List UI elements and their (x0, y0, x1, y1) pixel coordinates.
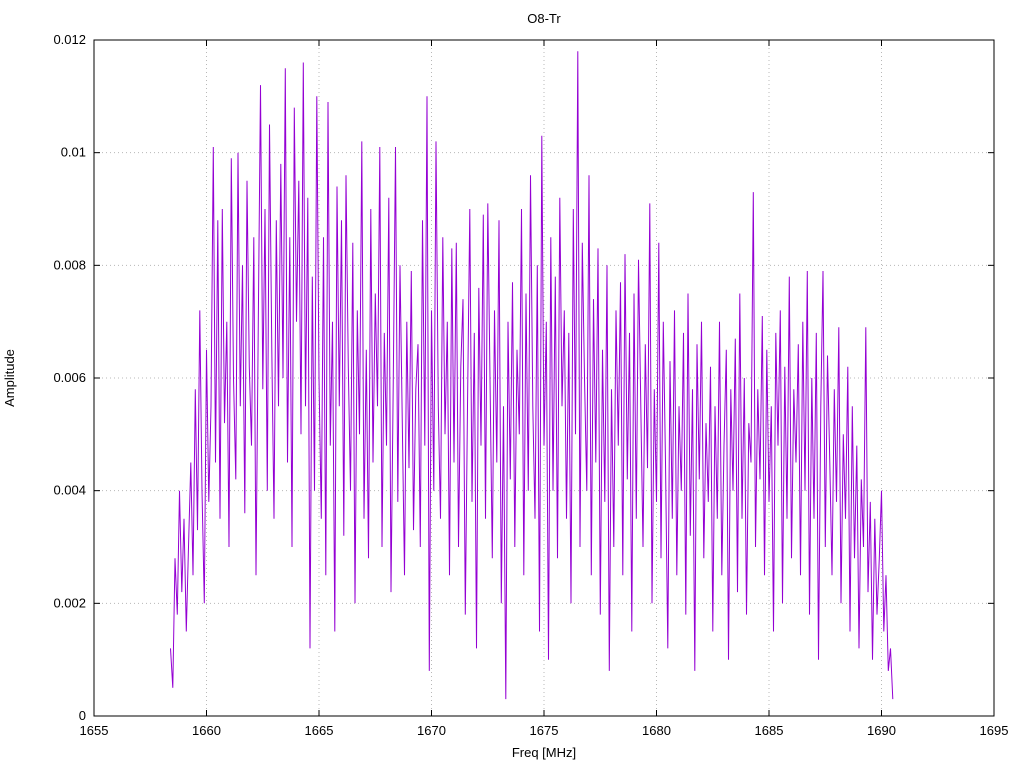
spectrum-line-layer (170, 51, 894, 700)
spectrum-line (170, 51, 894, 700)
y-tick-label: 0.004 (53, 483, 86, 498)
y-tick-label: 0.012 (53, 32, 86, 47)
chart-title: O8-Tr (527, 11, 561, 26)
y-tick-label: 0.006 (53, 370, 86, 385)
tick-label-layer: 1655 1660 1665 1670 1675 1680 1685 1690 1695 0 0.0… (53, 32, 1008, 738)
x-tick-label: 1680 (642, 723, 671, 738)
x-tick-label: 1665 (305, 723, 334, 738)
x-tick-label: 1660 (192, 723, 221, 738)
x-tick-label: 1655 (80, 723, 109, 738)
x-tick-label: 1695 (980, 723, 1009, 738)
x-tick-label: 1690 (867, 723, 896, 738)
y-axis-label: Amplitude (2, 349, 17, 407)
y-tick-label: 0.002 (53, 595, 86, 610)
y-tick-label: 0.01 (61, 145, 86, 160)
x-axis-label: Freq [MHz] (512, 745, 576, 760)
axis-layer (93, 39, 995, 717)
y-tick-label: 0 (79, 708, 86, 723)
x-tick-label: 1685 (755, 723, 784, 738)
x-tick-label: 1670 (417, 723, 446, 738)
x-tick-label: 1675 (530, 723, 559, 738)
y-tick-label: 0.008 (53, 257, 86, 272)
